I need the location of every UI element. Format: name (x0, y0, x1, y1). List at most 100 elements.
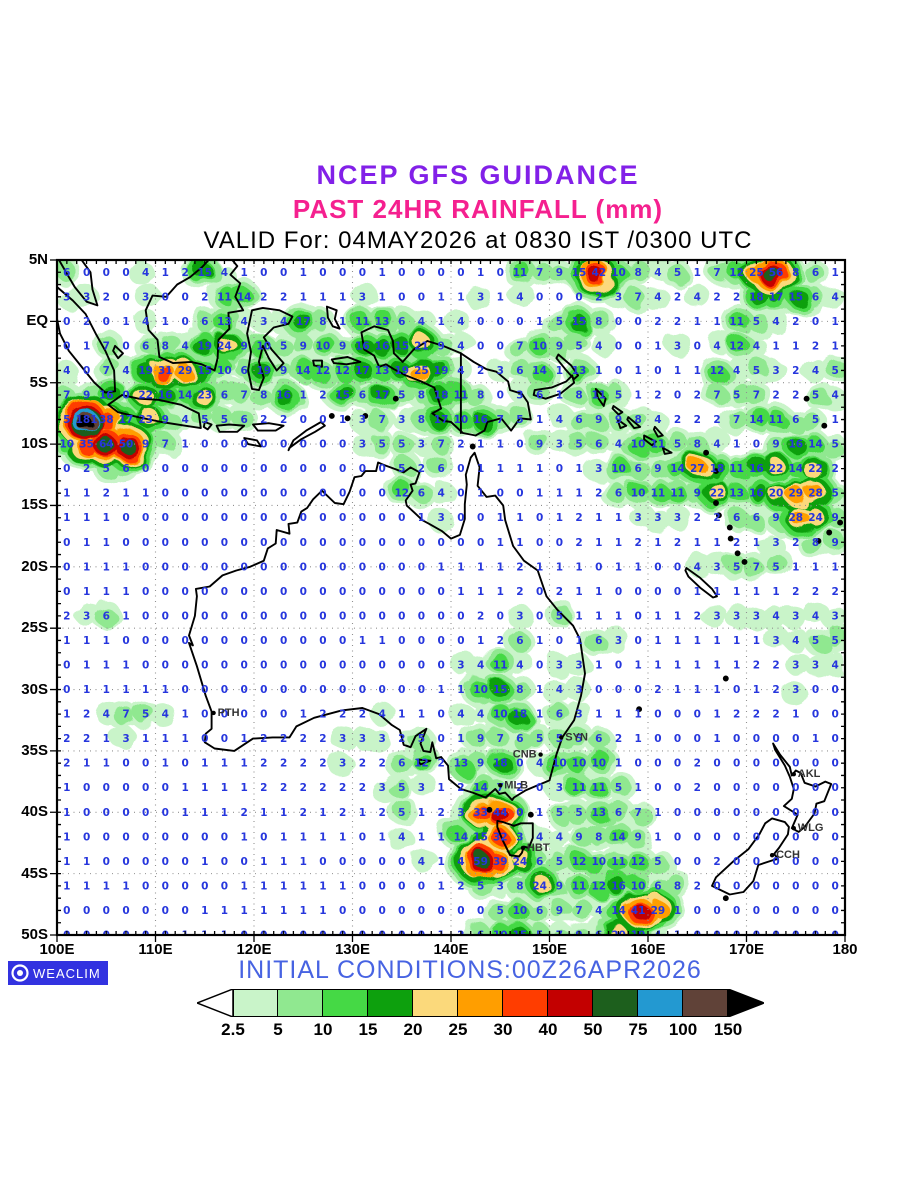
grid-value: 1 (497, 537, 504, 549)
grid-value: 7 (497, 733, 504, 745)
grid-value: 0 (181, 291, 188, 303)
grid-value: 1 (221, 758, 228, 770)
grid-value: 0 (280, 709, 287, 721)
grid-value: 7 (634, 291, 641, 303)
grid-value: 1 (654, 807, 661, 819)
grid-value: 4 (516, 291, 523, 303)
grid-value: 0 (437, 635, 444, 647)
city-label-cch: CCH (776, 849, 800, 861)
grid-value: 0 (181, 512, 188, 524)
grid-value: 2 (457, 782, 464, 794)
grid-value: 0 (103, 782, 110, 794)
grid-value: 2 (181, 267, 188, 279)
grid-value: 41 (631, 905, 646, 917)
grid-value: 0 (497, 267, 504, 279)
grid-value: 2 (694, 880, 701, 892)
grid-value: 0 (694, 831, 701, 843)
grid-value: 2 (63, 758, 70, 770)
grid-value: 10 (631, 439, 646, 451)
lon-label-180: 180 (832, 941, 858, 958)
grid-value: 4 (162, 709, 169, 721)
grid-value: 0 (418, 537, 425, 549)
grid-value: 1 (280, 905, 287, 917)
city-dot-wlg (791, 826, 796, 831)
grid-value: 8 (595, 316, 602, 328)
grid-value: 1 (319, 291, 326, 303)
grid-value: 6 (595, 733, 602, 745)
grid-value: 1 (575, 586, 582, 598)
grid-value: 4 (378, 709, 385, 721)
grid-value: 1 (477, 635, 484, 647)
grid-value: 0 (241, 610, 248, 622)
grid-value: 0 (280, 586, 287, 598)
legend-label-20: 20 (403, 1020, 423, 1039)
grid-value: 1 (753, 586, 760, 598)
city-label-wlg: WLG (798, 822, 824, 834)
city-label-syn: SYN (565, 731, 588, 743)
grid-value: 0 (339, 488, 346, 500)
legend-label-75: 75 (628, 1020, 648, 1039)
grid-value: 0 (142, 635, 149, 647)
grid-value: 5 (615, 782, 622, 794)
grid-value: 0 (181, 561, 188, 573)
grid-value: 0 (792, 905, 799, 917)
grid-value: 14 (237, 291, 252, 303)
grid-value: 22 (808, 463, 823, 475)
grid-value: 0 (733, 880, 740, 892)
grid-value: 0 (437, 267, 444, 279)
grid-value: 3 (516, 610, 523, 622)
grid-value: 0 (418, 267, 425, 279)
grid-value: 4 (418, 316, 425, 328)
grid-value: 2 (260, 291, 267, 303)
grid-value: 1 (713, 586, 720, 598)
grid-value: 0 (241, 856, 248, 868)
grid-value: 0 (63, 316, 70, 328)
city-dot-cch (769, 853, 775, 858)
grid-value: 0 (201, 660, 208, 672)
grid-value: 1 (575, 488, 582, 500)
grid-value: 0 (378, 561, 385, 573)
grid-value: 0 (378, 660, 385, 672)
grid-value: 0 (319, 512, 326, 524)
grid-value: 0 (634, 635, 641, 647)
grid-value: 5 (280, 340, 287, 352)
grid-value: 2 (398, 733, 405, 745)
grid-value: 0 (122, 856, 129, 868)
grid-value: 1 (300, 709, 307, 721)
grid-value: 1 (437, 684, 444, 696)
grid-value: 0 (241, 463, 248, 475)
grid-value: 4 (654, 267, 661, 279)
grid-value: 8 (792, 267, 799, 279)
grid-value: 7 (378, 414, 385, 426)
grid-value: 1 (497, 463, 504, 475)
grid-value: 6 (516, 635, 523, 647)
grid-value: 4 (772, 610, 779, 622)
grid-value: 1 (713, 660, 720, 672)
grid-value: 1 (300, 291, 307, 303)
grid-value: 2 (674, 316, 681, 328)
grid-value: 2 (300, 758, 307, 770)
grid-value: 1 (634, 782, 641, 794)
grid-value: 1 (831, 267, 838, 279)
grid-value: 2 (713, 512, 720, 524)
axis-ticks (50, 259, 846, 942)
grid-value: 0 (398, 635, 405, 647)
grid-value: 0 (831, 684, 838, 696)
grid-value: 0 (241, 537, 248, 549)
grid-value: 181 (76, 414, 98, 426)
grid-value: 6 (615, 488, 622, 500)
grid-value: 2 (733, 291, 740, 303)
grid-value: 1 (694, 635, 701, 647)
grid-value: 0 (457, 267, 464, 279)
grid-value: 4 (595, 905, 602, 917)
grid-value: 0 (713, 807, 720, 819)
grid-value: 5 (831, 488, 838, 500)
grid-value: 2 (772, 684, 779, 696)
grid-value: 2 (63, 610, 70, 622)
grid-value: 0 (634, 684, 641, 696)
grid-value: 0 (398, 610, 405, 622)
grid-value: 0 (812, 758, 819, 770)
grid-value: 14 (749, 414, 764, 426)
grid-value: 0 (831, 880, 838, 892)
lon-label-150e: 150E (531, 941, 568, 958)
